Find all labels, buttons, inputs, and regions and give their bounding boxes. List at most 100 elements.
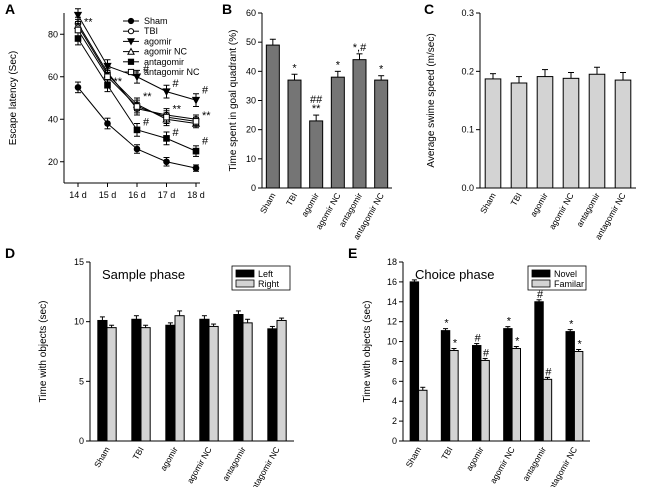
- bar: [309, 120, 324, 189]
- y-tick-label: 0.2: [461, 66, 474, 76]
- significance-mark: #: [202, 85, 209, 97]
- significance-mark: #: [143, 63, 150, 75]
- panel-c: C 0.0 0.1 0.2 0.3 Average swime speed (m/sec)…: [424, 1, 636, 241]
- bar-novel: [565, 331, 575, 442]
- inset-title: Choice phase: [415, 267, 495, 282]
- data-point: [132, 73, 142, 82]
- bar-left: [199, 318, 210, 442]
- y-tick-label: 0: [392, 436, 397, 446]
- data-point: [74, 84, 82, 91]
- category-label: agomir: [464, 445, 486, 473]
- bar-familar: [418, 389, 428, 442]
- legend-label: TBI: [144, 26, 158, 36]
- category-label: agomir NC: [185, 445, 214, 485]
- category-label: TBI: [439, 445, 454, 461]
- data-point: [127, 28, 135, 35]
- panel-label: B: [222, 1, 232, 17]
- significance-mark: #: [537, 289, 544, 301]
- data-point: [162, 88, 171, 96]
- bar-left: [131, 318, 142, 442]
- category-label: Sham: [404, 445, 424, 469]
- bar-right: [106, 327, 117, 442]
- bar: [588, 73, 606, 189]
- y-axis-title: Average swime speed (m/sec): [426, 33, 437, 167]
- y-axis-title: Escape latency (Sec): [8, 51, 19, 146]
- panel-label: A: [5, 1, 15, 17]
- y-tick-label: 0: [251, 183, 256, 193]
- y-tick-label: 0.0: [461, 183, 474, 193]
- category-label: TBI: [284, 191, 299, 207]
- y-tick-label: 5: [79, 376, 84, 386]
- category-label: agomir: [158, 445, 180, 473]
- bar-novel: [409, 281, 420, 442]
- y-tick-label: 60: [246, 8, 256, 18]
- inset-title: Sample phase: [102, 267, 185, 282]
- data-point: [104, 120, 111, 127]
- legend-label: Sham: [144, 16, 168, 26]
- category-label: agomir NC: [488, 445, 517, 485]
- series-antagomir: [74, 31, 200, 157]
- y-tick-label: 20: [48, 157, 58, 167]
- significance-mark: #: [545, 366, 552, 378]
- bar-left: [165, 324, 176, 442]
- bar: [562, 77, 580, 189]
- y-tick-label: 12: [387, 317, 397, 327]
- category-label: antagomir: [520, 445, 548, 483]
- significance-mark: #: [173, 127, 180, 139]
- category-label: agomir NC: [547, 191, 576, 231]
- category-label: Sham: [478, 191, 498, 215]
- significance-mark: ##: [310, 94, 323, 106]
- data-point: [192, 164, 200, 172]
- legend-swatch: [235, 269, 255, 278]
- bar-right: [208, 325, 219, 442]
- category-label: antagomir NC: [247, 445, 282, 487]
- y-axis-title: Time spent in goal quadrant (%): [228, 30, 239, 172]
- bar-left: [233, 314, 244, 442]
- significance-mark: **: [84, 17, 93, 29]
- y-tick-label: 8: [392, 356, 397, 366]
- y-tick-label: 14: [387, 297, 397, 307]
- data-point: [192, 118, 200, 125]
- bar: [374, 79, 389, 189]
- y-tick-label: 10: [387, 337, 397, 347]
- data-point: [73, 11, 83, 20]
- panel-b: B 0 10 20 30 40 50 60 Time spent in goal quadran…: [222, 1, 392, 241]
- legend-label: antagomir NC: [144, 67, 200, 77]
- x-tick-label: 17 d: [158, 190, 176, 200]
- y-tick-label: 2: [392, 416, 397, 426]
- bar-familar: [511, 348, 521, 442]
- x-tick-label: 16 d: [128, 190, 146, 200]
- legend-label: antagomir: [144, 57, 184, 67]
- data-point: [192, 147, 200, 155]
- panel-label: C: [424, 1, 434, 17]
- data-point: [163, 135, 170, 142]
- significance-mark: *: [336, 59, 341, 71]
- bar-left: [267, 328, 278, 442]
- category-label: agomir: [528, 191, 550, 219]
- data-point: [103, 62, 112, 71]
- bar-right: [174, 315, 185, 442]
- legend-label: agomir NC: [144, 47, 188, 57]
- x-tick-label: 18 d: [187, 190, 205, 200]
- category-label: Sham: [258, 191, 278, 215]
- y-tick-label: 18: [387, 257, 397, 267]
- y-tick-label: 10: [74, 317, 84, 327]
- y-tick-label: 40: [48, 114, 58, 124]
- significance-mark: #: [173, 78, 180, 90]
- y-tick-label: 6: [392, 376, 397, 386]
- category-label: agomir: [299, 191, 321, 219]
- data-point: [133, 126, 141, 134]
- y-tick-label: 15: [74, 257, 84, 267]
- significance-mark: **: [202, 110, 211, 122]
- significance-mark: *: [292, 62, 297, 74]
- bar: [330, 76, 345, 189]
- data-point: [127, 68, 135, 76]
- y-tick-label: 30: [246, 96, 256, 106]
- bar-right: [140, 327, 151, 442]
- significance-mark: *: [515, 336, 520, 348]
- significance-mark: **: [312, 103, 321, 115]
- significance-mark: *: [444, 318, 449, 330]
- legend-swatch: [235, 279, 255, 288]
